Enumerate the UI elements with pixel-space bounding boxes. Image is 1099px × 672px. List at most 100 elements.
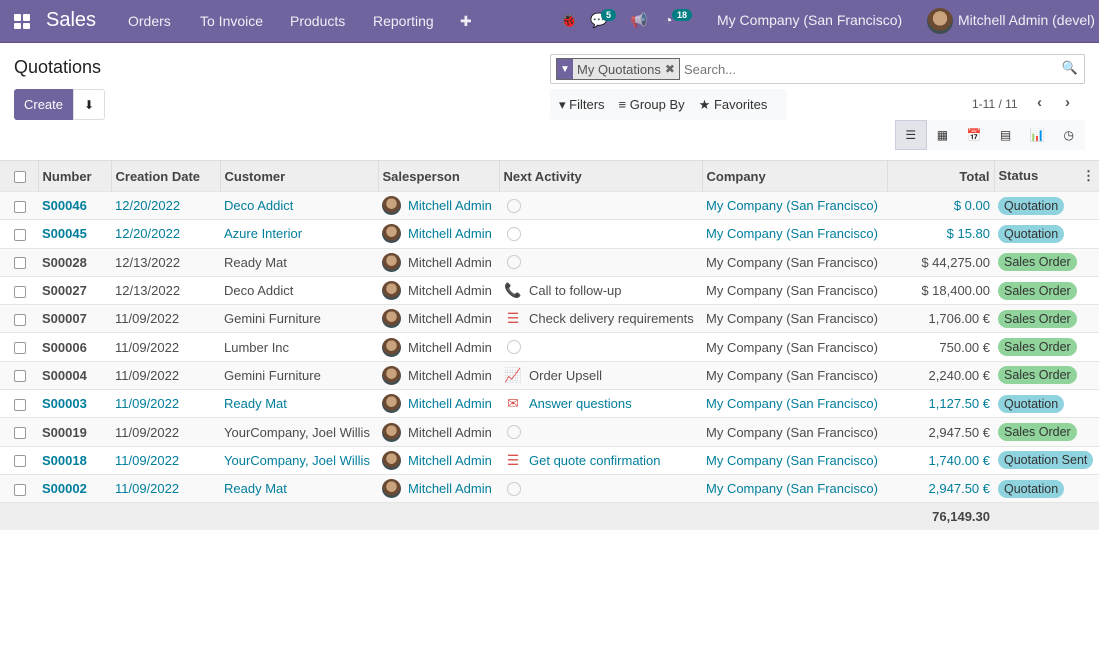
pivot-view-icon[interactable]: ▤ xyxy=(999,128,1012,142)
menu-reporting[interactable]: Reporting xyxy=(373,13,434,29)
row-checkbox[interactable] xyxy=(14,483,26,496)
graph-view-icon[interactable]: 📊 xyxy=(1029,128,1045,142)
salesperson: Mitchell Admin xyxy=(408,339,492,355)
optional-columns-icon[interactable]: ⋮ xyxy=(1082,168,1095,183)
customer: YourCompany, Joel Willis xyxy=(220,445,378,475)
pager-value[interactable]: 1-11 / 11 xyxy=(972,97,1018,111)
row-checkbox[interactable] xyxy=(14,200,26,213)
filters-button[interactable]: ▾ Filters xyxy=(559,96,605,112)
app-name[interactable]: Sales xyxy=(46,9,97,31)
plus-icon[interactable]: ✚ xyxy=(460,13,472,29)
menu-to-invoice[interactable]: To Invoice xyxy=(200,13,264,29)
activity-summary[interactable]: Call to follow-up xyxy=(529,283,622,299)
clock-icon[interactable] xyxy=(507,425,521,440)
group-by-button[interactable]: ≡ Group By xyxy=(618,97,685,112)
favorites-button[interactable]: ★ Favorites xyxy=(698,96,768,112)
select-all-checkbox[interactable] xyxy=(14,171,26,184)
table-row[interactable]: S00028 12/13/2022 Ready Mat Mitchell Adm… xyxy=(0,247,1099,277)
pager-next-icon[interactable]: › xyxy=(1065,94,1070,111)
clock-icon[interactable] xyxy=(507,198,521,213)
salesperson-avatar xyxy=(382,450,401,470)
col-company[interactable]: Company xyxy=(701,160,887,192)
col-creation-date[interactable]: Creation Date xyxy=(110,160,220,192)
order-number[interactable]: S00002 xyxy=(38,473,111,503)
row-checkbox[interactable] xyxy=(14,342,26,355)
table-row[interactable]: S00019 11/09/2022 YourCompany, Joel Will… xyxy=(0,417,1099,447)
row-checkbox[interactable] xyxy=(14,427,26,440)
search-icon[interactable]: 🔍 xyxy=(1061,60,1078,75)
col-number[interactable]: Number xyxy=(37,160,111,192)
order-number[interactable]: S00007 xyxy=(38,304,111,333)
order-number[interactable]: S00028 xyxy=(38,247,111,277)
order-number[interactable]: S00018 xyxy=(38,445,111,475)
pager-previous-icon[interactable]: ‹ xyxy=(1037,94,1042,111)
activity-summary[interactable]: Order Upsell xyxy=(529,367,602,383)
envelope-icon[interactable]: ✉ xyxy=(507,395,519,412)
activity-clock-icon[interactable]: ◔ xyxy=(664,12,673,28)
calendar-view-icon[interactable]: 📅 xyxy=(966,128,982,142)
clock-icon[interactable] xyxy=(507,255,521,270)
col-customer[interactable]: Customer xyxy=(219,160,378,192)
col-status[interactable]: Status ⋮ xyxy=(993,160,1099,192)
user-avatar[interactable] xyxy=(927,8,953,34)
table-row[interactable]: S00046 12/20/2022 Deco Addict Mitchell A… xyxy=(0,190,1099,220)
col-next-activity[interactable]: Next Activity xyxy=(498,160,702,192)
row-checkbox[interactable] xyxy=(14,229,26,241)
create-button[interactable]: Create xyxy=(14,89,73,120)
table-row[interactable]: S00027 12/13/2022 Deco Addict Mitchell A… xyxy=(0,275,1099,305)
order-number[interactable]: S00045 xyxy=(38,219,111,249)
salesperson: Mitchell Admin xyxy=(408,283,492,299)
table-row[interactable]: S00004 11/09/2022 Gemini Furniture Mitch… xyxy=(0,360,1099,390)
table-row[interactable]: S00002 11/09/2022 Ready Mat Mitchell Adm… xyxy=(0,473,1099,503)
order-number[interactable]: S00004 xyxy=(38,360,111,390)
clock-icon[interactable] xyxy=(507,226,521,241)
customer: Azure Interior xyxy=(220,219,378,249)
table-row[interactable]: S00018 11/09/2022 YourCompany, Joel Will… xyxy=(0,445,1099,475)
row-checkbox[interactable] xyxy=(14,370,26,383)
col-total[interactable]: Total xyxy=(886,160,994,192)
table-row[interactable]: S00003 11/09/2022 Ready Mat Mitchell Adm… xyxy=(0,389,1099,418)
remove-facet-icon[interactable]: ✖ xyxy=(664,62,675,76)
order-number[interactable]: S00027 xyxy=(38,275,111,305)
menu-orders[interactable]: Orders xyxy=(128,13,171,29)
order-number[interactable]: S00019 xyxy=(38,417,111,447)
app-menu-icon[interactable] xyxy=(14,14,30,29)
row-checkbox[interactable] xyxy=(14,455,26,468)
row-checkbox[interactable] xyxy=(14,285,26,298)
col-salesperson[interactable]: Salesperson xyxy=(377,160,499,192)
status-cell: Sales Order xyxy=(994,275,1099,305)
activity-summary[interactable]: Get quote confirmation xyxy=(529,452,661,468)
tasks-icon[interactable]: ☰ xyxy=(506,310,520,327)
order-number[interactable]: S00006 xyxy=(38,332,111,362)
table-row[interactable]: S00045 12/20/2022 Azure Interior Mitchel… xyxy=(0,219,1099,249)
row-checkbox[interactable] xyxy=(14,257,26,270)
customer: Gemini Furniture xyxy=(220,304,378,333)
salesperson-cell: Mitchell Admin xyxy=(378,304,499,333)
download-icon[interactable]: ⬇ xyxy=(73,89,105,120)
order-number[interactable]: S00003 xyxy=(38,389,111,418)
phone-icon[interactable]: 📞 xyxy=(504,282,522,299)
user-menu[interactable]: Mitchell Admin (devel) xyxy=(958,12,1095,28)
menu-products[interactable]: Products xyxy=(290,13,346,29)
activity-summary[interactable]: Check delivery requirements xyxy=(529,311,694,327)
activity-view-icon[interactable]: ◷ xyxy=(1063,128,1074,142)
line-chart-icon[interactable]: 📈 xyxy=(504,366,522,383)
next-activity-cell xyxy=(499,332,702,362)
company-switcher[interactable]: My Company (San Francisco) xyxy=(717,12,903,28)
clock-icon[interactable] xyxy=(507,481,521,496)
table-row[interactable]: S00007 11/09/2022 Gemini Furniture Mitch… xyxy=(0,304,1099,333)
row-checkbox[interactable] xyxy=(14,398,26,411)
table-footer: 76,149.30 xyxy=(0,502,1099,530)
megaphone-icon[interactable]: 📢 xyxy=(630,12,648,28)
list-view-icon[interactable]: ☰ xyxy=(895,120,927,150)
row-select-cell xyxy=(0,190,38,220)
row-checkbox[interactable] xyxy=(14,313,26,326)
clock-icon[interactable] xyxy=(507,340,521,355)
activity-summary[interactable]: Answer questions xyxy=(529,396,632,412)
tasks-icon[interactable]: ☰ xyxy=(506,451,520,468)
search-input[interactable]: Search... xyxy=(684,62,737,77)
bug-icon[interactable]: 🐞 xyxy=(560,12,578,28)
table-row[interactable]: S00006 11/09/2022 Lumber Inc Mitchell Ad… xyxy=(0,332,1099,362)
kanban-view-icon[interactable]: ▦ xyxy=(936,128,949,142)
order-number[interactable]: S00046 xyxy=(38,190,111,220)
